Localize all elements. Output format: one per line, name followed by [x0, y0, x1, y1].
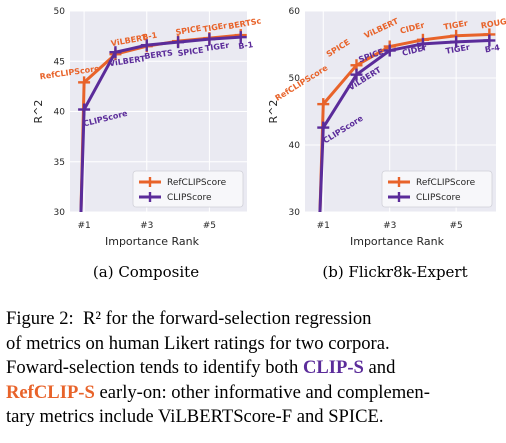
y-tick-label: 35	[54, 158, 65, 168]
x-tick-label: #3	[383, 221, 396, 231]
x-tick-label: #1	[77, 221, 90, 231]
chart-panel: 30 40 50 60 #1 #3 #5 Importance Rank R^2 (b) Flic…	[267, 7, 506, 281]
legend-entry: RefCLIPScore	[416, 178, 476, 188]
x-tick-label: #1	[317, 221, 330, 231]
data-point	[317, 121, 330, 134]
legend: RefCLIPScore CLIPScore	[381, 170, 493, 208]
data-point	[172, 36, 185, 49]
y-axis-label: R^2	[32, 100, 45, 124]
x-tick-label: #3	[140, 221, 153, 231]
y-tick-label: 50	[54, 7, 66, 17]
caption-line: tary metrics include ViLBERTScore-F and …	[6, 406, 384, 427]
data-label: ROUGE	[480, 16, 506, 30]
legend: RefCLIPScore CLIPScore	[132, 170, 244, 208]
y-tick-label: 30	[54, 208, 66, 218]
y-tick-label: 50	[289, 74, 301, 84]
data-label: TIGEr	[204, 41, 229, 53]
data-label: SPICE	[175, 24, 202, 37]
legend-entry: RefCLIPScore	[167, 178, 227, 188]
clip-s-highlight: CLIP-S	[302, 357, 364, 378]
y-tick-label: 60	[289, 7, 301, 17]
data-label: SPICE	[177, 46, 204, 59]
data-label: BERTS	[144, 48, 174, 61]
data-label: TIGEr	[443, 19, 469, 32]
y-tick-label: 40	[289, 141, 301, 151]
data-point	[383, 44, 396, 57]
series-group	[78, 29, 247, 212]
chart-subtitle: (a) Composite	[93, 263, 199, 281]
data-point	[483, 34, 496, 47]
data-label: TIGEr	[202, 21, 228, 34]
data-label: B-4	[484, 43, 501, 55]
legend-entry: CLIPScore	[416, 193, 461, 203]
data-label: B-1	[238, 40, 255, 51]
data-point	[78, 76, 91, 89]
caption-line: Figure 2: R² for the forward-selection r…	[6, 308, 372, 329]
data-point	[450, 35, 463, 48]
series-group	[317, 28, 496, 212]
data-point	[416, 37, 429, 50]
legend-entry: CLIPScore	[167, 193, 212, 203]
y-tick-label: 40	[54, 108, 66, 118]
data-label: TIGEr	[445, 43, 471, 56]
data-point	[317, 98, 330, 111]
data-point	[109, 46, 122, 59]
data-label: B-1	[142, 31, 159, 43]
data-point	[203, 33, 216, 46]
refclip-s-highlight: RefCLIP-S	[6, 381, 95, 403]
x-axis-label: Importance Rank	[350, 235, 445, 248]
y-axis-label: R^2	[267, 100, 280, 124]
y-tick-label: 30	[289, 208, 301, 218]
y-tick-label: 45	[54, 57, 65, 67]
caption-line: RefCLIP-S early-on: other informative an…	[6, 381, 430, 403]
x-tick-label: #5	[203, 221, 216, 231]
caption-line: Foward-selection tends to identify both …	[6, 357, 396, 378]
x-tick-label: #5	[449, 221, 462, 231]
data-point	[234, 31, 247, 44]
data-point	[350, 68, 363, 81]
caption-line: of metrics on human Likert ratings for t…	[6, 332, 390, 354]
figure-caption: Figure 2: R² for the forward-selection r…	[6, 307, 500, 430]
x-axis-label: Importance Rank	[105, 235, 200, 248]
data-point	[78, 103, 91, 116]
chart-subtitle: (b) Flickr8k-Expert	[322, 263, 467, 281]
data-point	[140, 39, 153, 52]
